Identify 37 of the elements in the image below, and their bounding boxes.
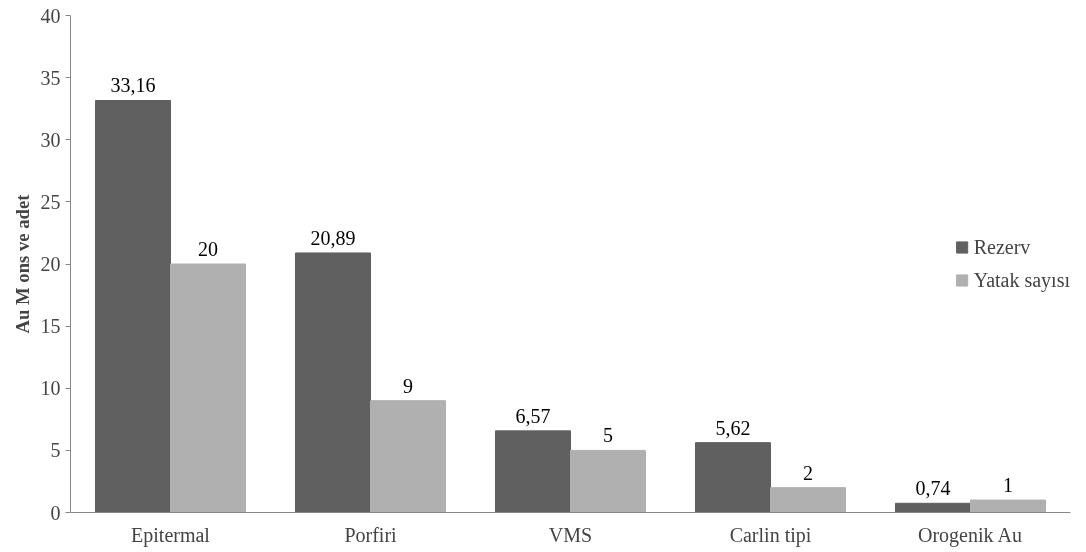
legend-label: Yatak sayısı	[973, 268, 1070, 292]
legend-label: Rezerv	[973, 235, 1031, 259]
bar	[970, 499, 1046, 513]
bar	[95, 99, 171, 513]
data-label: 33,16	[110, 74, 156, 97]
data-label: 9	[403, 374, 413, 397]
y-axis-title: Au M ons ve adet	[11, 193, 33, 334]
data-label: 20,89	[310, 226, 356, 249]
data-label: 2	[803, 461, 813, 484]
data-label: 20	[198, 238, 218, 260]
data-label: 5,62	[715, 416, 751, 439]
y-tick-label: 40	[40, 4, 61, 27]
y-tick-label: 5	[50, 439, 61, 462]
y-tick-label: 20	[40, 253, 61, 275]
y-tick-label: 0	[50, 501, 61, 524]
data-label: 1	[1003, 474, 1013, 497]
x-tick-label: Orogenik Au	[918, 523, 1022, 547]
data-label: 6,57	[515, 404, 551, 427]
bar	[770, 487, 846, 513]
bar	[370, 400, 446, 513]
bar	[495, 430, 571, 513]
y-tick-label: 15	[40, 315, 61, 338]
bar	[570, 449, 646, 513]
x-tick-label: Epitermal	[131, 523, 211, 547]
x-tick-label: Carlin tipi	[729, 523, 812, 547]
bar	[170, 263, 246, 513]
bar	[895, 502, 971, 513]
bar	[695, 442, 771, 513]
bar	[295, 252, 371, 513]
x-tick-label: VMS	[548, 523, 593, 546]
data-label: 5	[603, 424, 613, 447]
y-tick-label: 25	[40, 190, 61, 213]
y-tick-label: 30	[40, 128, 61, 151]
y-tick-label: 35	[40, 66, 61, 89]
y-tick-label: 10	[40, 377, 61, 400]
data-label: 0,74	[915, 477, 951, 500]
x-tick-label: Porfiri	[344, 523, 398, 546]
